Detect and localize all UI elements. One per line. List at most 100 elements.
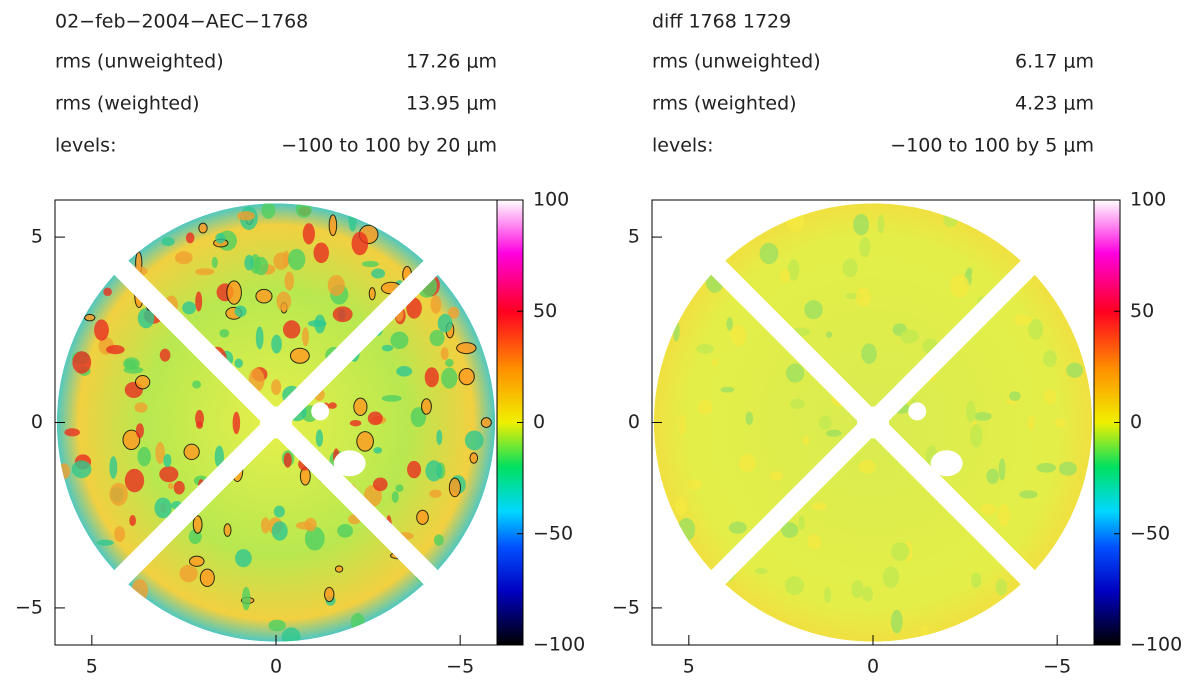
surface-blob xyxy=(106,345,125,355)
surface-blob xyxy=(381,344,394,352)
surface-blob xyxy=(273,505,285,518)
surface-blob xyxy=(175,251,193,265)
surface-blob xyxy=(368,287,376,301)
surface-blob xyxy=(804,300,823,320)
surface-blob xyxy=(440,347,449,361)
surface-blob xyxy=(109,456,118,479)
surface-blob xyxy=(448,306,460,319)
surface-blob xyxy=(807,534,822,550)
panel: diff 1768 1729 rms (unweighted) 6.17 μm rms… xyxy=(612,11,1182,678)
panel: 02−feb−2004−AEC−1768 rms (unweighted) 17.2… xyxy=(15,11,585,678)
surface-blob xyxy=(337,524,354,538)
surface-blob xyxy=(436,429,443,446)
surface-blob xyxy=(407,460,422,479)
surface-blob xyxy=(862,586,874,602)
surface-blob xyxy=(1043,350,1057,368)
surface-blob xyxy=(57,463,71,480)
surface-blob xyxy=(391,491,399,503)
surface-blob xyxy=(327,274,345,296)
surface-blob xyxy=(429,489,442,498)
stat-value: 17.26 μm xyxy=(406,51,497,73)
surface-blob xyxy=(192,380,202,389)
surface-blob xyxy=(137,446,151,467)
surface-blob xyxy=(244,254,254,271)
surface-blob xyxy=(842,258,858,278)
surface-blob xyxy=(458,367,475,386)
surface-map xyxy=(56,203,496,642)
stat-value: 4.23 μm xyxy=(1015,93,1094,115)
surface-blob xyxy=(784,576,805,595)
surface-blob xyxy=(980,503,997,516)
surface-blob xyxy=(94,319,109,341)
surface-blob xyxy=(464,430,484,451)
surface-blob xyxy=(410,407,427,428)
surface-blob xyxy=(96,539,114,546)
surface-blob xyxy=(237,211,256,221)
colorbar-tick-label: 50 xyxy=(1130,300,1154,322)
surface-blob xyxy=(195,268,215,276)
surface-blob xyxy=(195,291,203,312)
surface-blob xyxy=(779,269,791,283)
stat-value: −100 to 100 by 5 μm xyxy=(890,135,1094,157)
surface-blob xyxy=(302,327,309,347)
surface-blob xyxy=(159,348,171,362)
stat-label: levels: xyxy=(55,135,116,157)
surface-blob xyxy=(787,259,800,281)
surface-blob xyxy=(877,214,885,234)
surface-blob xyxy=(159,466,179,483)
surface-blob xyxy=(271,521,288,541)
y-tick-label: 0 xyxy=(31,411,43,433)
surface-blob xyxy=(1058,461,1078,476)
surface-blob xyxy=(71,460,92,479)
surface-blob xyxy=(289,347,310,364)
surface-blob xyxy=(373,477,388,492)
surface-blob xyxy=(234,305,247,318)
surface-blob xyxy=(304,526,325,551)
surface-blob xyxy=(196,421,203,429)
surface-blob xyxy=(255,288,273,304)
stat-value: 6.17 μm xyxy=(1015,51,1094,73)
surface-blob xyxy=(696,343,715,354)
surface-blob xyxy=(726,317,733,331)
surface-blob xyxy=(137,308,155,329)
surface-blob xyxy=(711,358,719,367)
surface-blob xyxy=(173,480,185,495)
hole xyxy=(333,450,366,477)
surface-blob xyxy=(84,313,96,322)
x-tick-label: −5 xyxy=(1043,656,1071,678)
surface-blob xyxy=(745,411,754,425)
surface-blob xyxy=(882,566,900,589)
colorbar-tick-label: 100 xyxy=(533,189,569,211)
surface-blob xyxy=(282,250,290,267)
central-hole xyxy=(857,406,889,439)
surface-blob xyxy=(730,325,747,347)
surface-blob xyxy=(395,484,404,492)
surface-blob xyxy=(677,517,696,542)
surface-blob xyxy=(1036,462,1057,473)
surface-blob xyxy=(1027,415,1035,430)
surface-blob xyxy=(769,470,783,481)
surface-blob xyxy=(315,429,324,447)
surface-blob xyxy=(214,445,224,469)
surface-blob xyxy=(437,313,453,333)
surface-blob xyxy=(276,291,292,312)
surface-blob xyxy=(381,394,402,402)
surface-blob xyxy=(970,572,982,588)
surface-blob xyxy=(920,625,929,636)
surface-blob xyxy=(348,208,357,232)
surface-blob xyxy=(307,320,327,327)
y-tick-label: 0 xyxy=(628,411,640,433)
surface-blob xyxy=(1066,362,1084,378)
stat-label: rms (unweighted) xyxy=(55,51,224,73)
surface-blob xyxy=(373,447,383,454)
surface-blob xyxy=(361,260,379,268)
surface-blob xyxy=(1019,490,1038,499)
surface-blob xyxy=(433,534,444,546)
surface-blob xyxy=(281,627,301,642)
y-tick-label: −5 xyxy=(15,596,43,618)
surface-blob xyxy=(163,453,172,468)
surface-blob xyxy=(853,213,870,236)
surface-blob xyxy=(973,412,992,421)
surface-blob xyxy=(122,429,141,451)
surface-blob xyxy=(430,295,442,314)
